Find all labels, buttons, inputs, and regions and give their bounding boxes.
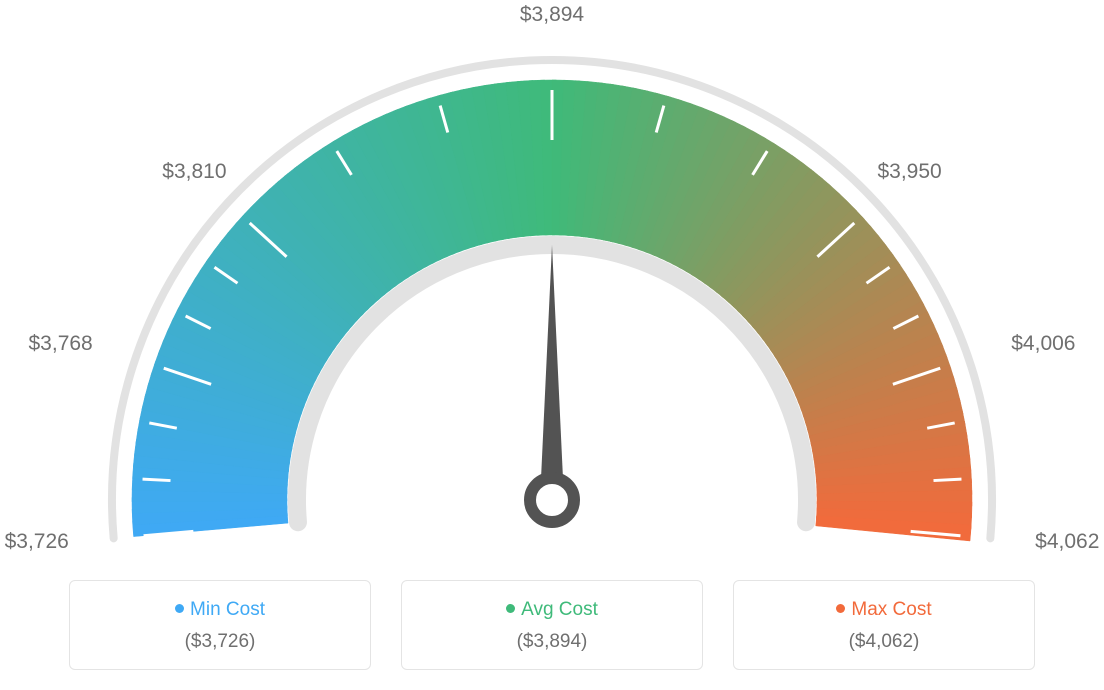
legend-min-value: ($3,726) bbox=[70, 631, 370, 653]
legend-max-title: Max Cost bbox=[734, 599, 1034, 621]
legend-max-card: Max Cost ($4,062) bbox=[733, 580, 1035, 670]
legend-avg-card: Avg Cost ($3,894) bbox=[401, 580, 703, 670]
legend-avg-value: ($3,894) bbox=[402, 631, 702, 653]
legend-min-title-text: Min Cost bbox=[190, 599, 265, 620]
legend-min-title: Min Cost bbox=[70, 599, 370, 621]
gauge-area: $3,726 $3,768 $3,810 $3,894 $3,950 $4,006 $4,0… bbox=[0, 0, 1104, 560]
legend-max-value: ($4,062) bbox=[734, 631, 1034, 653]
tick-label: $3,810 bbox=[162, 160, 226, 184]
legend-row: Min Cost ($3,726) Avg Cost ($3,894) Max … bbox=[0, 580, 1104, 670]
dot-icon bbox=[506, 604, 515, 613]
gauge-svg bbox=[0, 0, 1104, 560]
needle bbox=[540, 245, 564, 500]
tick-label: $4,006 bbox=[1011, 332, 1075, 356]
tick-label: $4,062 bbox=[1035, 530, 1099, 554]
tick-label: $3,768 bbox=[29, 332, 93, 356]
cost-gauge-chart: $3,726 $3,768 $3,810 $3,894 $3,950 $4,006 $4,0… bbox=[0, 0, 1104, 690]
legend-avg-title: Avg Cost bbox=[402, 599, 702, 621]
legend-avg-title-text: Avg Cost bbox=[521, 599, 598, 620]
tick-label: $3,894 bbox=[520, 3, 584, 27]
legend-max-title-text: Max Cost bbox=[851, 599, 931, 620]
needle-hub bbox=[530, 478, 574, 522]
tick-label: $3,950 bbox=[877, 160, 941, 184]
dot-icon bbox=[175, 604, 184, 613]
legend-min-card: Min Cost ($3,726) bbox=[69, 580, 371, 670]
dot-icon bbox=[836, 604, 845, 613]
tick-label: $3,726 bbox=[5, 530, 69, 554]
